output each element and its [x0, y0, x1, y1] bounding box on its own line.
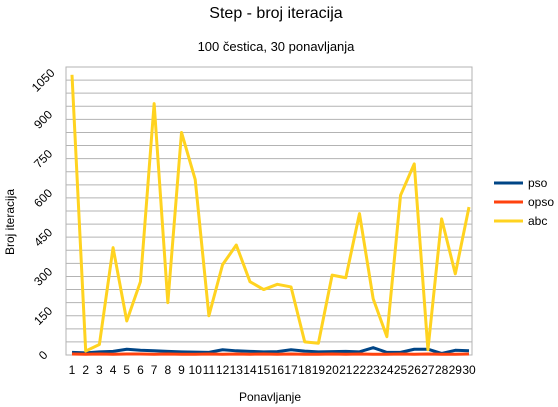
grid-lines [66, 66, 472, 343]
y-tick-label: 900 [31, 107, 55, 131]
x-tick-label: 27 [421, 363, 435, 377]
y-axis-ticks: 0 150 300 450 600 750 900 1050 [29, 66, 58, 363]
chart-title: Step - broj iteracija [209, 5, 342, 22]
x-tick-label: 4 [110, 363, 117, 377]
x-tick-label: 21 [339, 363, 353, 377]
x-tick-label: 10 [189, 363, 203, 377]
x-tick-label: 2 [82, 363, 89, 377]
x-tick-label: 1 [69, 363, 76, 377]
legend-label-abc: abc [528, 214, 547, 228]
series-lines [70, 74, 471, 356]
y-tick-label: 600 [31, 186, 55, 210]
x-tick-label: 29 [449, 363, 463, 377]
x-tick-label: 12 [216, 363, 230, 377]
x-axis-label: Ponavljanje [239, 390, 301, 404]
x-tick-label: 19 [312, 363, 326, 377]
x-tick-label: 7 [151, 363, 158, 377]
series-line-pso [71, 346, 470, 355]
legend-label-opso: opso [528, 195, 554, 209]
x-tick-label: 23 [366, 363, 380, 377]
x-tick-label: 9 [178, 363, 185, 377]
y-tick-label: 1050 [29, 66, 58, 95]
x-tick-label: 8 [164, 363, 171, 377]
x-tick-label: 20 [325, 363, 339, 377]
x-tick-label: 6 [137, 363, 144, 377]
y-tick-label: 300 [31, 264, 55, 288]
x-tick-label: 16 [271, 363, 285, 377]
x-tick-label: 26 [408, 363, 422, 377]
y-tick-label: 750 [31, 147, 55, 171]
x-tick-label: 22 [353, 363, 367, 377]
x-tick-label: 30 [462, 363, 476, 377]
x-tick-label: 3 [96, 363, 103, 377]
x-tick-label: 17 [284, 363, 298, 377]
x-tick-label: 11 [203, 363, 216, 377]
x-tick-label: 5 [123, 363, 130, 377]
chart-subtitle: 100 čestica, 30 ponavljanja [198, 39, 356, 54]
x-tick-label: 25 [394, 363, 408, 377]
legend: pso opso abc [494, 176, 554, 228]
x-tick-label: 18 [298, 363, 312, 377]
x-tick-label: 13 [230, 363, 244, 377]
x-tick-label: 24 [380, 363, 394, 377]
x-tick-label: 14 [243, 363, 257, 377]
y-tick-label: 0 [36, 348, 51, 363]
y-axis-label: Broj iteracija [3, 189, 17, 255]
legend-label-pso: pso [528, 176, 548, 190]
series-line-abc [70, 74, 471, 353]
x-axis-ticks: 1 2 3 4 5 6 7 8 9 10 11 12 13 14 15 16 17 18 19 20 21 22 23 24 2… [69, 363, 476, 377]
x-tick-label: 28 [435, 363, 449, 377]
y-tick-label: 150 [31, 304, 55, 328]
y-tick-label: 450 [31, 225, 55, 249]
x-tick-label: 15 [257, 363, 271, 377]
